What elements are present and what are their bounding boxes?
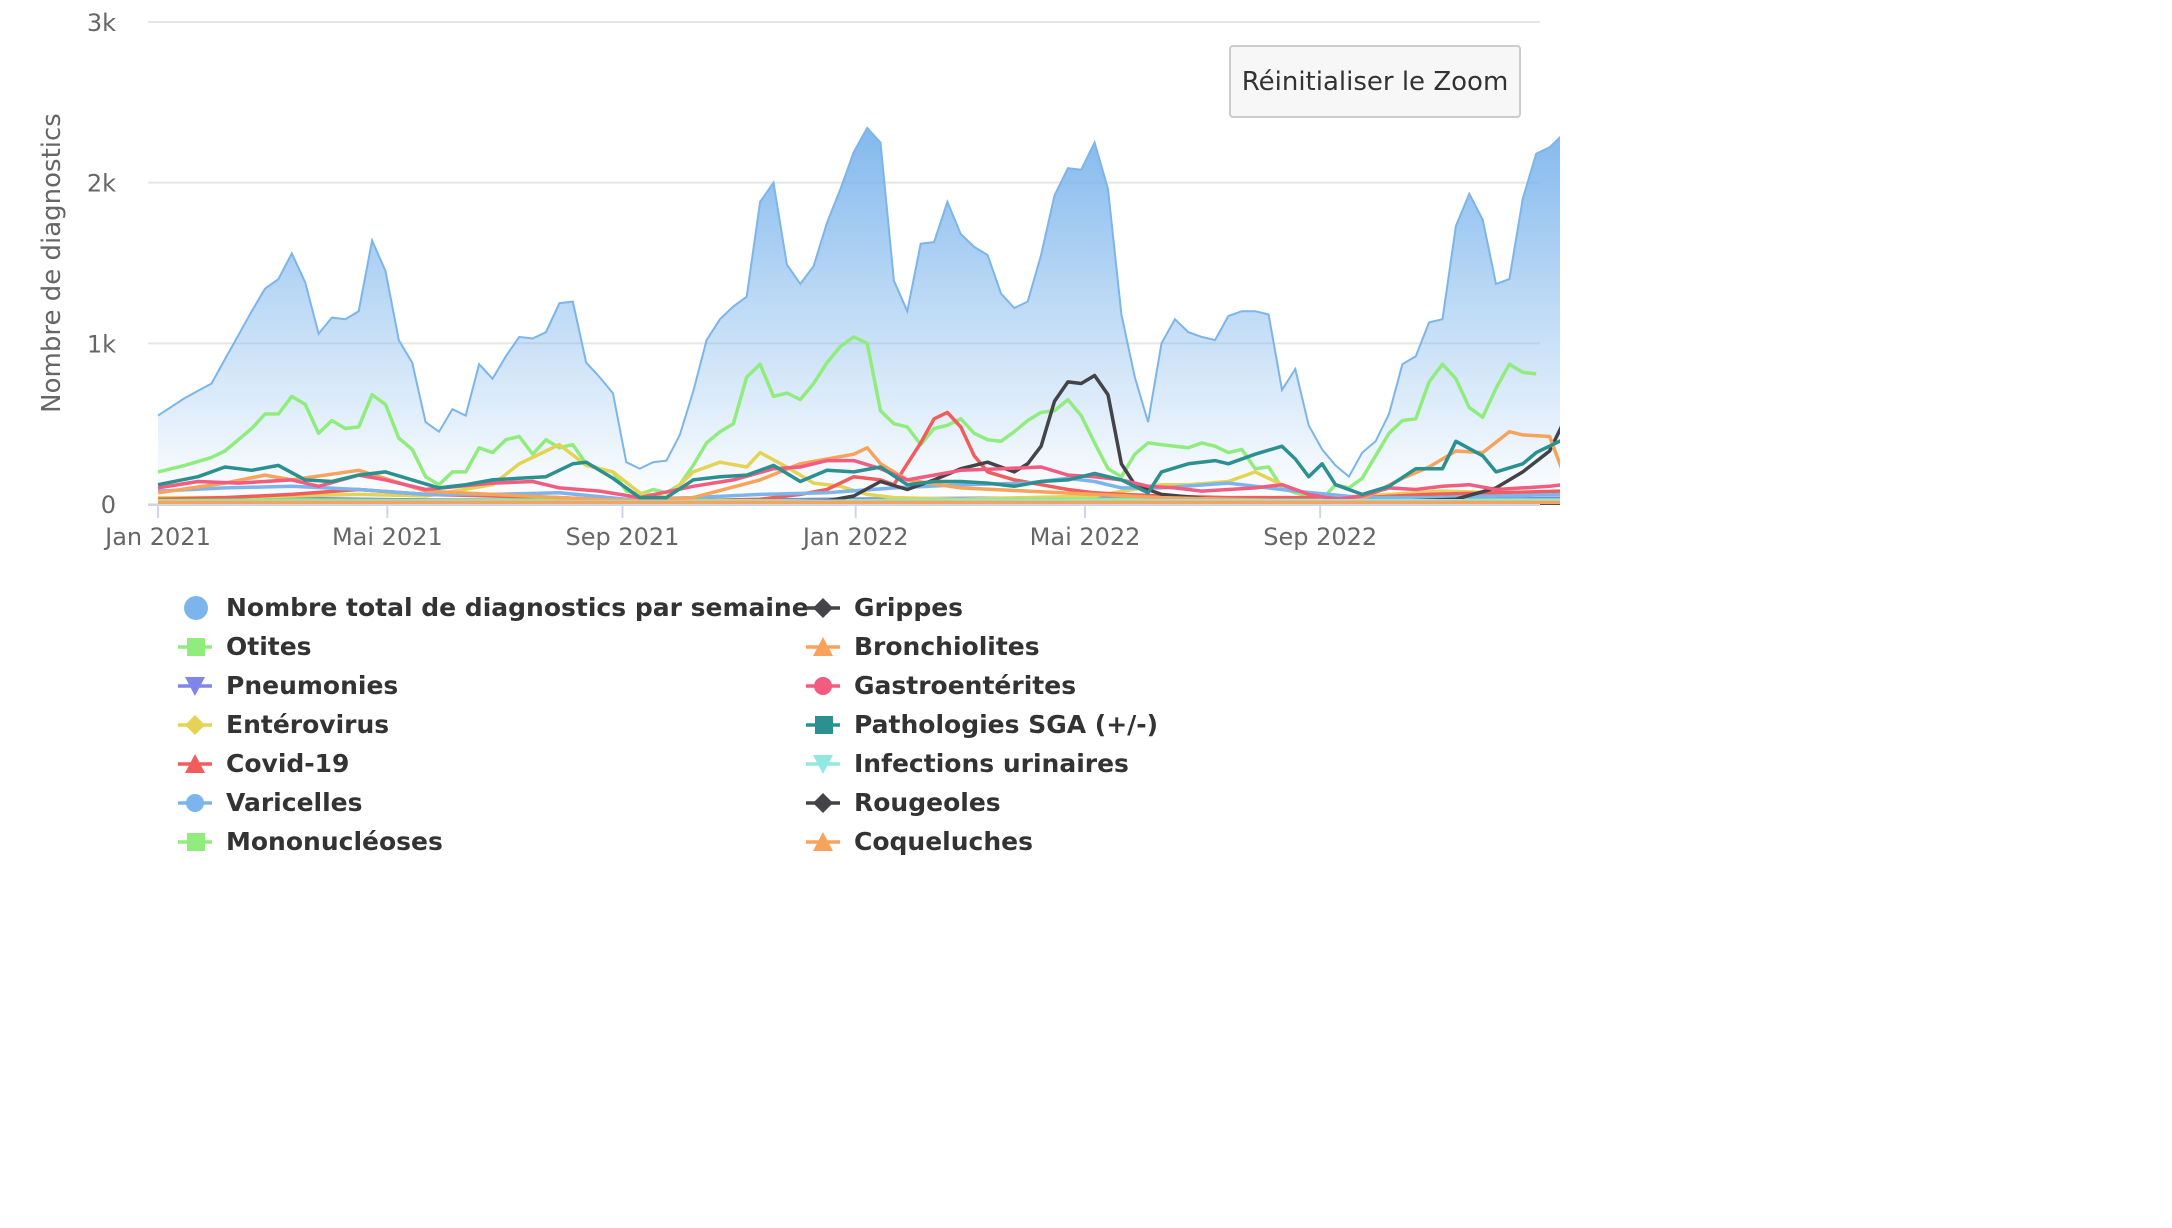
circle-marker-icon	[184, 595, 208, 620]
x-tick-label: Sep 2022	[1263, 523, 1377, 551]
legend-label: Pathologies SGA (+/-)	[854, 710, 1159, 739]
legend-item[interactable]: Nombre total de diagnostics par semaine	[176, 588, 809, 627]
legend-column: Grippes Bronchiolites Gastroentérites Patho…	[804, 588, 1158, 861]
series-area-total	[158, 128, 1560, 504]
series-line	[157, 439, 1560, 500]
x-tick-label: Sep 2021	[566, 523, 680, 551]
legend-item[interactable]: Covid-19	[176, 744, 809, 783]
chart-container: 0 1k 2k 3k Jan 2021 Mai 2021 Sep 2021 Jan 2022 M…	[37, 9, 1560, 861]
legend-item[interactable]: Infections urinaires	[804, 744, 1158, 783]
triangle-marker-icon	[178, 753, 212, 773]
plot-area	[157, 126, 1560, 505]
legend-item[interactable]: Grippes	[804, 588, 1158, 627]
circle-marker-icon	[806, 676, 840, 695]
square-marker-icon	[178, 637, 212, 656]
legend-label: Otites	[226, 632, 312, 661]
legend-item[interactable]: Rougeoles	[804, 783, 1158, 822]
legend-label: Entérovirus	[226, 710, 390, 739]
x-tick-label: Jan 2021	[103, 523, 211, 551]
legend-label: Covid-19	[226, 749, 350, 778]
legend-label: Grippes	[854, 593, 964, 622]
legend-item[interactable]: Pneumonies	[176, 666, 809, 705]
y-tick-label: 1k	[87, 330, 116, 358]
legend-label: Varicelles	[226, 788, 363, 817]
legend-label: Bronchiolites	[854, 632, 1040, 661]
axes: 0 1k 2k 3k Jan 2021 Mai 2021 Sep 2021 Jan 2022 M…	[37, 9, 1540, 551]
series-line-total	[157, 126, 1560, 479]
diamond-marker-icon	[178, 714, 212, 735]
legend-label: Nombre total de diagnostics par semaine	[226, 593, 809, 622]
legend-item[interactable]: Mononucléoses	[176, 822, 809, 861]
y-tick-label: 2k	[87, 170, 116, 198]
square-marker-icon	[806, 715, 840, 734]
x-tick-label: Mai 2021	[332, 523, 443, 551]
chart-svg: 0 1k 2k 3k Jan 2021 Mai 2021 Sep 2021 Jan 2022 M…	[37, 9, 1560, 551]
legend-label: Mononucléoses	[226, 827, 443, 856]
legend-label: Coqueluches	[854, 827, 1033, 856]
y-tick-label: 0	[101, 491, 116, 519]
legend-item[interactable]: Entérovirus	[176, 705, 809, 744]
diamond-marker-icon	[806, 792, 840, 813]
legend-label: Rougeoles	[854, 788, 1001, 817]
square-marker-icon	[178, 832, 212, 851]
legend-label: Gastroentérites	[854, 671, 1077, 700]
legend-item[interactable]: Bronchiolites	[804, 627, 1158, 666]
x-tick-label: Mai 2022	[1030, 523, 1141, 551]
x-tick-label: Jan 2022	[801, 523, 909, 551]
circle-marker-icon	[178, 793, 212, 812]
legend-label: Infections urinaires	[854, 749, 1129, 778]
triangle-marker-icon	[806, 831, 840, 851]
triangle-down-marker-icon	[178, 676, 212, 696]
legend-column: Nombre total de diagnostics par semaine O…	[176, 588, 809, 861]
triangle-marker-icon	[806, 636, 840, 656]
y-axis-title: Nombre de diagnostics	[37, 113, 67, 413]
triangle-down-marker-icon	[806, 754, 840, 774]
legend-item[interactable]: Coqueluches	[804, 822, 1158, 861]
legend-item[interactable]: Pathologies SGA (+/-)	[804, 705, 1158, 744]
legend-label: Pneumonies	[226, 671, 399, 700]
diamond-marker-icon	[806, 597, 840, 618]
legend-item[interactable]: Varicelles	[176, 783, 809, 822]
legend-item[interactable]: Otites	[176, 627, 809, 666]
legend-item[interactable]: Gastroentérites	[804, 666, 1158, 705]
y-tick-label: 3k	[87, 9, 116, 37]
reset-zoom-button[interactable]: Réinitialiser le Zoom	[1229, 45, 1521, 118]
